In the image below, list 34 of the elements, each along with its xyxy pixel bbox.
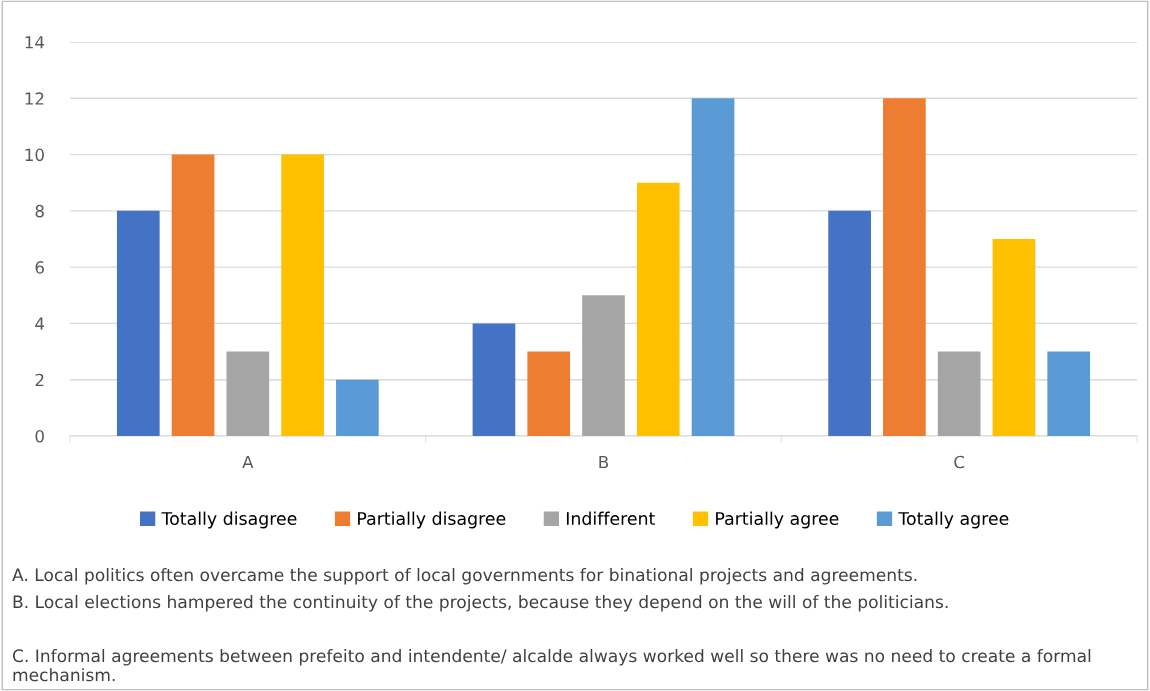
bar [336, 379, 379, 436]
bar [527, 351, 571, 436]
bar [883, 98, 926, 436]
bar [472, 323, 516, 436]
legend-label: Partially disagree [358, 511, 506, 529]
bar [226, 351, 270, 436]
bar [937, 351, 981, 436]
bar [992, 239, 1036, 436]
text: C. Informal agreements between prefeito and intendente/ alcalde always worked well so there was no need to create a formal mechanism. [12, 649, 1091, 682]
y-tick-label: 8 [35, 204, 44, 218]
y-tick-label: 10 [25, 148, 44, 162]
bar [116, 210, 160, 436]
x-tick-label: A [242, 455, 254, 469]
y-tick-label: 0 [35, 429, 44, 443]
legend-label: Totally agree [898, 511, 1009, 529]
bar [828, 210, 871, 436]
legend-label: Partially agree [716, 511, 839, 529]
y-tick-label: 14 [25, 36, 45, 49]
y-tick-label: 2 [35, 373, 44, 387]
y-tick-label: 4 [35, 317, 45, 330]
x-tick-label: B [599, 455, 609, 469]
bar [691, 98, 735, 436]
bar [1047, 351, 1091, 436]
legend-label: Totally disagree [161, 511, 297, 529]
legend-label: Indifferent [566, 511, 655, 526]
bar [582, 295, 625, 436]
text: B. Local elections hampered the continuity of the projects, because they depend on the will of the politicians. [13, 595, 948, 612]
bar [636, 182, 680, 436]
text: A. Local politics often overcame the support of local governments for binational projects and agreements. [12, 568, 917, 585]
x-tick-label: C [954, 455, 965, 469]
bar [281, 154, 324, 436]
y-tick-label: 6 [35, 261, 44, 274]
bar [171, 154, 215, 436]
y-tick-label: 12 [25, 92, 44, 105]
